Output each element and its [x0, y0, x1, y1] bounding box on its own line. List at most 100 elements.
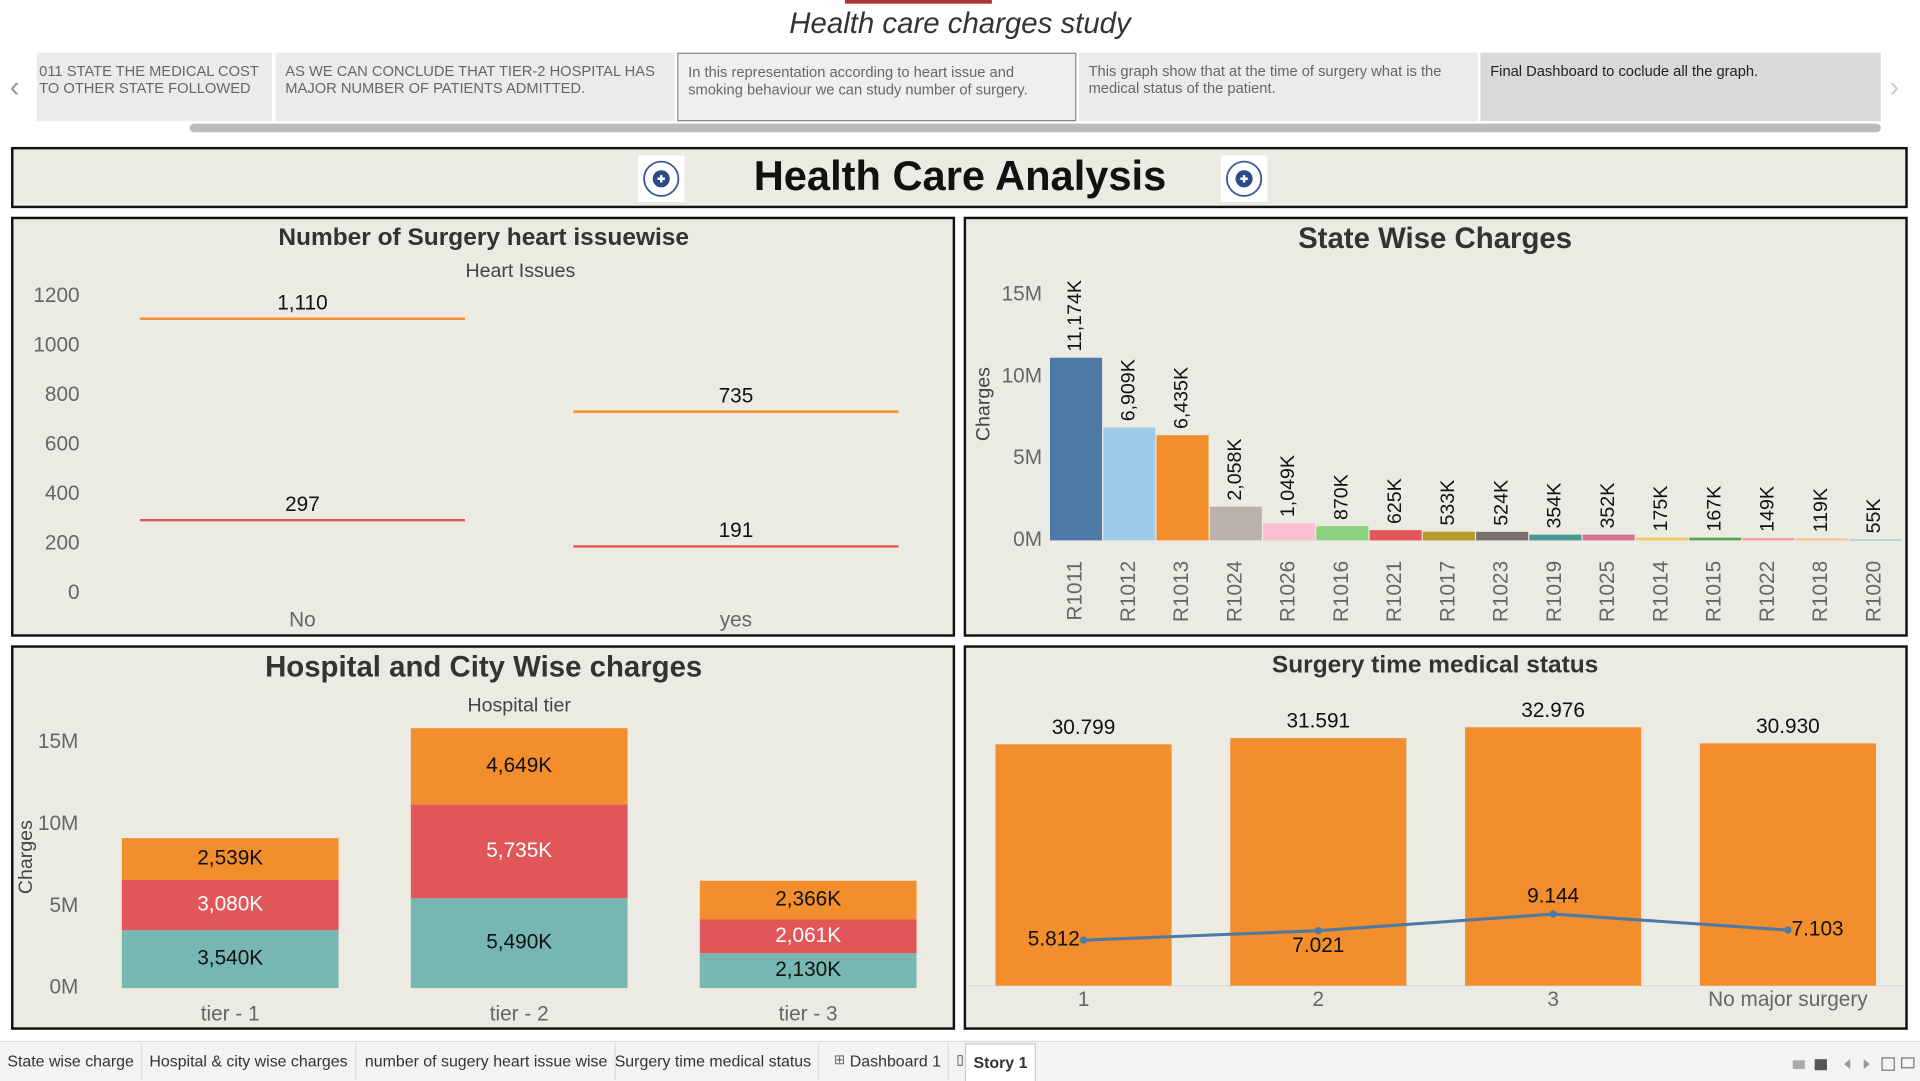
- bar: [1209, 506, 1262, 541]
- x-tick-label: 1: [1078, 988, 1090, 1011]
- x-tick-label: tier - 1: [201, 1003, 260, 1026]
- sheet-tab[interactable]: Dashboard 1: [842, 1043, 950, 1080]
- y-tick-label: 5M: [49, 894, 78, 917]
- story-point[interactable]: AS WE CAN CONCLUDE THAT TIER-2 HOSPITAL …: [275, 52, 675, 122]
- x-tick-label: R1015: [1703, 561, 1726, 622]
- value-label: 524K: [1490, 480, 1512, 526]
- x-tick-label: tier - 2: [490, 1003, 549, 1026]
- y-tick-label: 15M: [38, 730, 78, 753]
- chart-subtitle: Hospital tier: [467, 695, 571, 717]
- x-tick-label: R1014: [1649, 561, 1672, 622]
- value-label: 2,130K: [775, 958, 841, 981]
- bar: [1465, 727, 1642, 986]
- value-label: 1,049K: [1277, 455, 1299, 517]
- value-label: 4,649K: [486, 754, 552, 777]
- x-tick-label: R1022: [1756, 561, 1779, 622]
- chart-title: Number of Surgery heart issuewise: [278, 224, 689, 251]
- bar-segment: [410, 898, 628, 989]
- prev-arrow[interactable]: ‹: [9, 71, 20, 105]
- value-label: 1,110: [277, 292, 328, 315]
- value-label: 870K: [1331, 474, 1353, 520]
- sheet-tab[interactable]: Story 1: [964, 1043, 1037, 1081]
- value-label: 7.103: [1792, 918, 1844, 941]
- value-label: 5,735K: [486, 839, 552, 862]
- y-tick-label: 200: [45, 532, 80, 555]
- bar: [1582, 534, 1635, 541]
- title-panel: [11, 146, 1908, 209]
- value-label: 30.799: [1052, 716, 1116, 739]
- story-point[interactable]: In this representation according to hear…: [677, 52, 1077, 122]
- x-tick-label: R1011: [1064, 561, 1087, 621]
- bar: [1635, 537, 1688, 541]
- bar: [1103, 427, 1156, 541]
- line-point: [1549, 910, 1557, 918]
- view-icons: [1792, 1057, 1915, 1071]
- sheet-tab[interactable]: Surgery time medical status: [607, 1043, 820, 1080]
- value-label: 625K: [1384, 478, 1406, 524]
- bar: [1369, 530, 1422, 541]
- bar-segment: [121, 930, 339, 989]
- value-label: 11,174K: [1064, 280, 1086, 352]
- dashboard-icon: ⊞: [833, 1053, 846, 1068]
- panel: [963, 216, 1908, 637]
- y-tick-label: 1200: [33, 284, 79, 307]
- y-tick-label: 0M: [1013, 528, 1042, 551]
- line-point: [1079, 936, 1088, 944]
- x-tick-label: R1016: [1330, 561, 1353, 622]
- value-label: 191: [719, 519, 754, 542]
- view-controls[interactable]: [1792, 1056, 1920, 1073]
- line-point: [1784, 926, 1792, 934]
- story-point[interactable]: Final Dashboard to coclude all the graph…: [1480, 52, 1881, 122]
- bar: [1422, 531, 1475, 541]
- sheet-tab[interactable]: Hospital & city wise charges: [142, 1043, 357, 1080]
- bar-segment: [121, 838, 339, 880]
- bar: [1848, 539, 1902, 541]
- next-arrow[interactable]: ›: [1889, 71, 1900, 105]
- chart-title: Hospital and City Wise charges: [265, 650, 702, 683]
- bar: [1050, 357, 1103, 541]
- scrollbar[interactable]: [189, 123, 1881, 133]
- bar: [1263, 523, 1316, 541]
- y-tick-label: 10M: [38, 812, 78, 835]
- logo: [637, 155, 685, 203]
- x-tick-label: No: [289, 608, 316, 631]
- y-tick-label: 10M: [1002, 364, 1042, 387]
- x-tick-label: R1019: [1543, 561, 1566, 622]
- y-tick-label: 400: [45, 482, 80, 505]
- x-tick-label: R1023: [1490, 561, 1513, 622]
- bar: [1156, 435, 1209, 541]
- x-tick-label: No major surgery: [1708, 988, 1868, 1011]
- sheet-tab[interactable]: State wise charge: [0, 1043, 143, 1080]
- sheet-tab[interactable]: number of sugery heart issue wise: [358, 1043, 616, 1080]
- value-label: 3,540K: [197, 947, 263, 970]
- value-label: 2,058K: [1224, 439, 1246, 501]
- bar: [1699, 743, 1876, 986]
- bar: [995, 744, 1172, 986]
- y-tick-label: 1000: [33, 334, 79, 357]
- value-label: 6,435K: [1171, 367, 1193, 429]
- x-tick-label: tier - 3: [779, 1003, 838, 1026]
- story-point[interactable]: This graph show that at the time of surg…: [1078, 52, 1478, 122]
- active-marker: [844, 0, 992, 4]
- bar-segment: [699, 880, 917, 920]
- x-tick-label: 3: [1547, 988, 1559, 1011]
- y-tick-label: 15M: [1002, 283, 1042, 306]
- x-tick-label: yes: [720, 608, 752, 631]
- value-label: 2,061K: [775, 924, 841, 947]
- bar: [1529, 534, 1582, 541]
- value-label: 32.976: [1521, 699, 1585, 722]
- x-tick-label: R1017: [1436, 561, 1459, 622]
- bar: [1742, 537, 1795, 541]
- value-label: 6,909K: [1117, 359, 1139, 421]
- story-point[interactable]: 011 STATE THE MEDICAL COST TO OTHER STAT…: [36, 52, 272, 122]
- value-label: 2,539K: [197, 846, 263, 869]
- value-label: 5,490K: [486, 931, 552, 954]
- bar: [1230, 738, 1407, 986]
- x-tick-label: R1013: [1170, 561, 1193, 622]
- bar-segment: [410, 728, 628, 805]
- bar-segment: [699, 919, 917, 954]
- x-tick-label: R1025: [1596, 561, 1619, 622]
- x-tick-label: R1020: [1863, 561, 1886, 622]
- y-axis-label: Charges: [15, 820, 37, 894]
